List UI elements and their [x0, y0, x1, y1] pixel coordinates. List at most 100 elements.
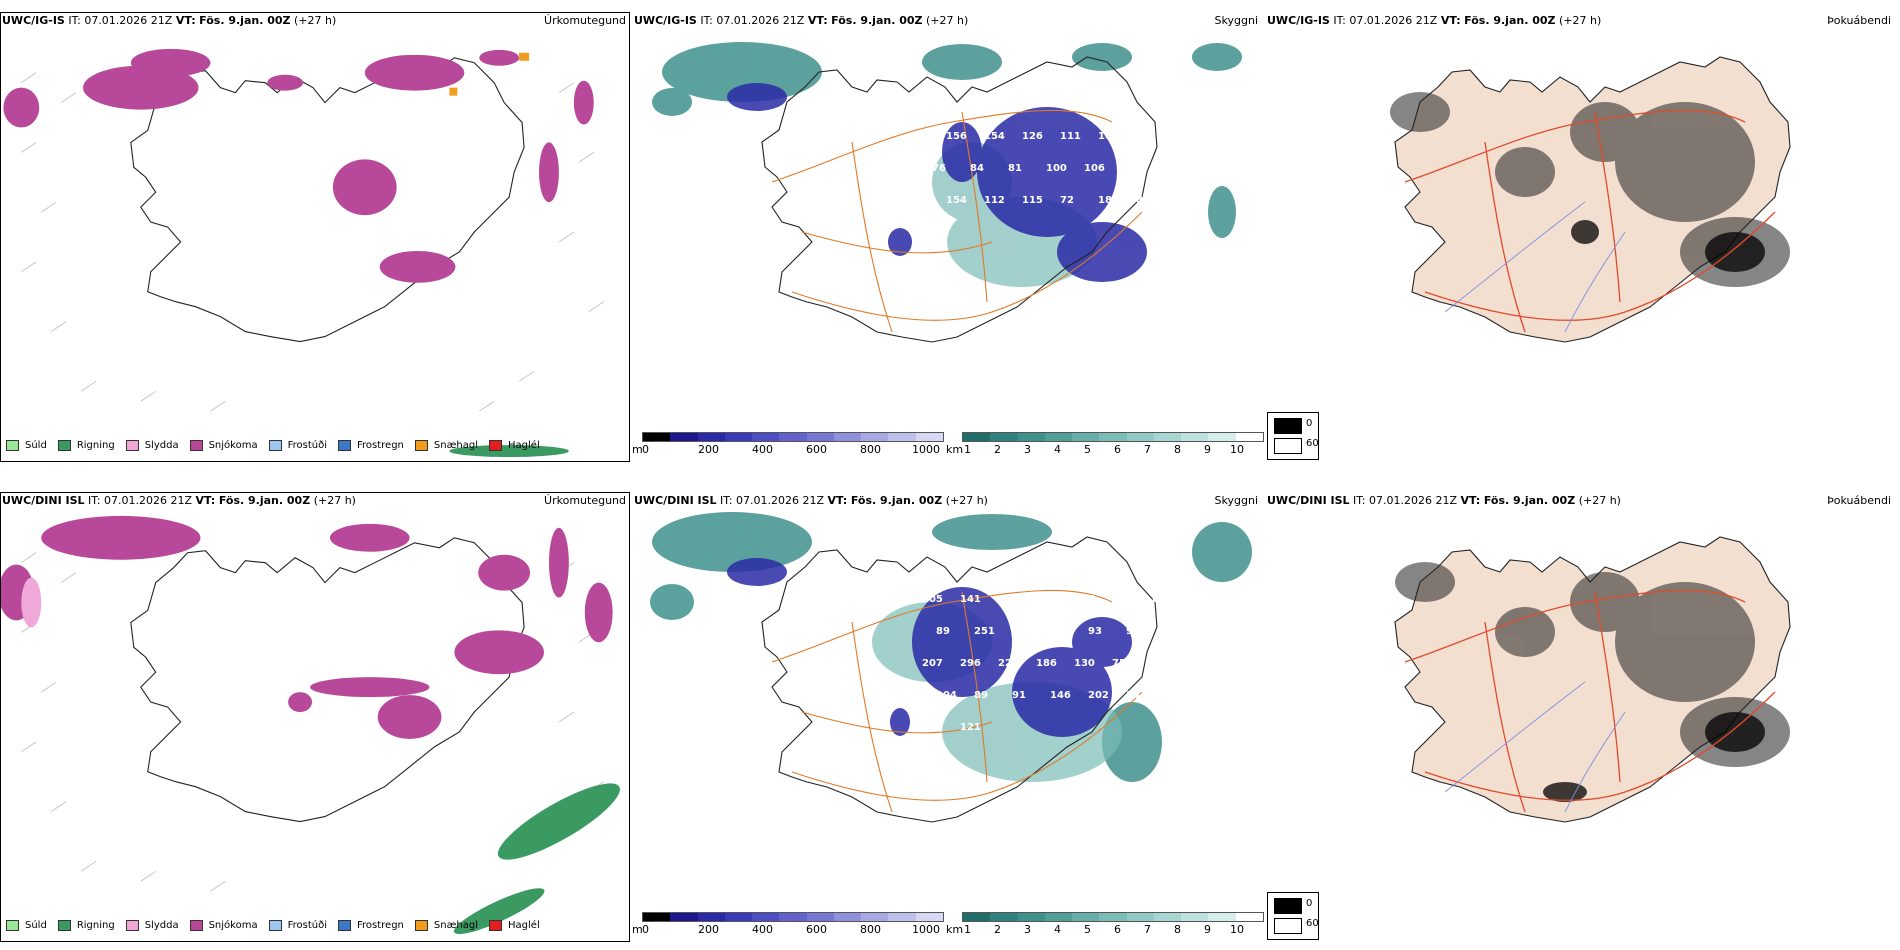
cloud-base-value: 104: [936, 690, 957, 701]
tick: 1: [964, 923, 971, 936]
cloud-base-value: 207: [922, 658, 943, 669]
cloud-base-value: 154: [984, 131, 1005, 142]
cloud-base-value: 90: [1136, 131, 1150, 142]
legend-item: Frostregn: [338, 920, 404, 931]
legend-item: Frostúði: [268, 440, 327, 451]
colorbar-segment: [990, 433, 1018, 441]
header-row2-cloud: UWC/DINI ISL IT: 07.01.2026 21Z VT: Fös.…: [634, 494, 988, 507]
panel-title-precip-row2: Úrkomutegund: [544, 494, 626, 507]
precip-panel-row1: UWC/IG-IS IT: 07.01.2026 21Z VT: Fös. 9.…: [0, 12, 630, 462]
cloud-base-value: 112: [984, 195, 1005, 206]
tick: 600: [806, 443, 827, 456]
colorbar-segment: [1181, 913, 1209, 921]
cloud-base-value: 126: [1022, 131, 1043, 142]
panel-title-cloud-row1: Skyggni: [1214, 14, 1258, 27]
cloud-base-value: 342: [970, 99, 991, 110]
cloud-base-value: 53: [1112, 594, 1126, 605]
fog-legend-low: 60: [1306, 438, 1319, 449]
cloud-base-value: 91: [1012, 690, 1026, 701]
tick: 2: [994, 443, 1001, 456]
tick: 7: [1144, 443, 1151, 456]
fog-panel-row2: UWC/DINI ISL IT: 07.01.2026 21Z VT: Fös.…: [1265, 492, 1895, 942]
tick: 0: [642, 443, 649, 456]
cloud-base-value: 186: [1036, 658, 1057, 669]
cloud-base-value: 81: [1164, 626, 1178, 637]
legend-item: Snæhagl: [414, 920, 478, 931]
legend-item: Snjókoma: [189, 440, 258, 451]
colorbar-segment: [752, 913, 780, 921]
cloud-base-value: 111: [1060, 131, 1081, 142]
colorbar-segment: [861, 433, 889, 441]
cloud-base-value: 325: [1074, 594, 1095, 605]
tick: 400: [752, 443, 773, 456]
tick: 5: [1084, 923, 1091, 936]
cloud-base-value: 98: [1122, 163, 1136, 174]
cloud-base-value: 89: [974, 690, 988, 701]
cloud-base-value: 130: [1074, 658, 1095, 669]
tick: 400: [752, 923, 773, 936]
cloud-base-value: 156: [946, 131, 967, 142]
header-row2-fog: UWC/DINI ISL IT: 07.01.2026 21Z VT: Fös.…: [1267, 494, 1621, 507]
cloud-base-value: 95: [1126, 626, 1140, 637]
tick: 6: [1114, 923, 1121, 936]
fog-legend-high: 0: [1306, 898, 1313, 909]
colorbar-segment: [1099, 433, 1127, 441]
cloud-base-value: 97: [1174, 195, 1188, 206]
colorbar-segment: [1017, 913, 1045, 921]
colorbar-segment: [724, 913, 753, 921]
tick: 4: [1054, 443, 1061, 456]
tick: 6: [1114, 443, 1121, 456]
fog-legend-high: 0: [1306, 418, 1313, 429]
cloud-base-value: 141: [960, 594, 981, 605]
cloud-base-value: 72: [1060, 195, 1074, 206]
colorbar-segment: [806, 913, 834, 921]
cloud-base-value: 115: [1022, 195, 1043, 206]
colorbar-segment: [779, 913, 807, 921]
precip-map-row1: [0, 12, 630, 462]
colorbar-segment: [1126, 433, 1154, 441]
cloud-base-value: 84: [970, 163, 984, 174]
cloud-base-strip: [642, 432, 944, 442]
tick: 4: [1054, 923, 1061, 936]
colorbar-segment: [1181, 433, 1209, 441]
cloud-base-colorbar-row2: m 0 200 400 600 800 1000: [632, 912, 944, 942]
panel-title-fog-row2: Þokuábendi: [1827, 494, 1891, 507]
cloud-base-strip: [642, 912, 944, 922]
tick: 2: [994, 923, 1001, 936]
cloud-base-value: 89: [936, 626, 950, 637]
cloud-base-value: 73: [1150, 658, 1164, 669]
cloud-base-value: 82: [1136, 195, 1150, 206]
legend-item: Haglél: [489, 920, 540, 931]
colorbar-segment: [697, 433, 725, 441]
colorbar-segment: [643, 433, 671, 441]
tick: 10: [1230, 443, 1244, 456]
cloud-base-value: 154: [946, 195, 967, 206]
legend-item: Haglél: [489, 440, 540, 451]
cloud-base-value: 134: [1126, 690, 1147, 701]
colorbar-segment: [643, 913, 671, 921]
cloud-base-value: 103: [1098, 131, 1119, 142]
tick: 5: [1084, 443, 1091, 456]
cloud-base-value: 145: [932, 99, 953, 110]
colorbar-segment: [1099, 913, 1127, 921]
tick: 7: [1144, 923, 1151, 936]
colorbar-segment: [724, 433, 753, 441]
legend-item: Snjókoma: [189, 920, 258, 931]
panel-title-precip-row1: Úrkomutegund: [544, 14, 626, 27]
cloud-panel-row2: 805 141 63 949 325 53 183 89 251 83 66 93 95 81 207 296…: [632, 492, 1264, 942]
header-row2-precip: UWC/DINI ISL IT: 07.01.2026 21Z VT: Fös.…: [2, 494, 356, 507]
colorbar-segment: [1017, 433, 1045, 441]
tick: 1000: [912, 443, 940, 456]
colorbar-segment: [1072, 433, 1100, 441]
colorbar-segment: [888, 433, 916, 441]
legend-item: Rigning: [57, 920, 115, 931]
legend-item: Frostregn: [338, 440, 404, 451]
cloud-base-value: 251: [974, 626, 995, 637]
header-row1-cloud: UWC/IG-IS IT: 07.01.2026 21Z VT: Fös. 9.…: [634, 14, 969, 27]
cloud-base-value: 66: [1050, 626, 1064, 637]
colorbar-segment: [915, 433, 943, 441]
precip-panel-row2: UWC/DINI ISL IT: 07.01.2026 21Z VT: Fös.…: [0, 492, 630, 942]
tick: 200: [698, 443, 719, 456]
